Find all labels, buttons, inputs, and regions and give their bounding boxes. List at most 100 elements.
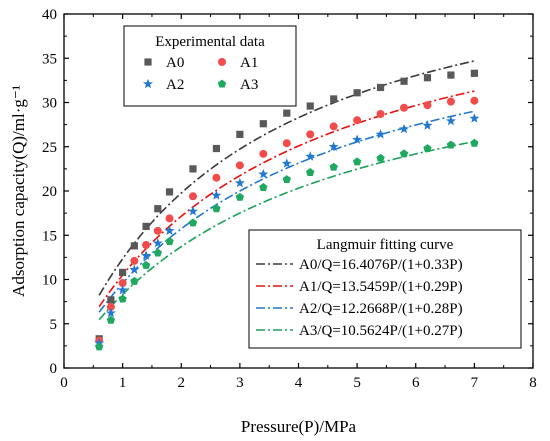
data-point-a2 xyxy=(105,307,116,318)
axes: 0 1 2 3 4 5 6 7 8 0 5 10 15 20 25 30 35 40 xyxy=(42,7,537,391)
legend-label-a2: A2 xyxy=(166,77,184,93)
data-point-a0 xyxy=(165,188,174,196)
data-point-a0 xyxy=(259,120,267,128)
data-point-a3 xyxy=(118,294,127,303)
data-point-a0 xyxy=(142,222,150,230)
data-point-a0 xyxy=(119,268,127,277)
data-markers xyxy=(94,69,480,351)
data-point-a2 xyxy=(234,177,245,188)
data-point-a1 xyxy=(423,101,432,110)
x-tick-label: 6 xyxy=(412,375,420,391)
y-tick-label: 10 xyxy=(42,273,57,289)
data-point-a3 xyxy=(141,260,151,269)
data-point-a2 xyxy=(152,238,163,248)
legend-fit-label-2: A2/Q=12.2668P/(1+0.28P) xyxy=(299,301,463,317)
data-point-a3 xyxy=(329,162,338,171)
legend-label-a3: A3 xyxy=(240,77,258,93)
legend-fit-label-1: A1/Q=13.5459P/(1+0.29P) xyxy=(299,279,463,295)
data-point-a0 xyxy=(189,165,197,173)
x-tick-label: 4 xyxy=(295,375,303,391)
data-point-a0 xyxy=(130,242,138,250)
data-point-a1 xyxy=(130,256,139,265)
data-point-a0 xyxy=(400,77,408,85)
data-point-a0 xyxy=(107,296,115,304)
legend-fitting-title: Langmuir fitting curve xyxy=(317,237,454,253)
data-point-a3 xyxy=(212,204,221,213)
data-point-a2 xyxy=(211,190,222,200)
legend-experimental: Experimental data A0 A1 A2 A3 xyxy=(123,25,297,107)
data-point-a2 xyxy=(469,113,480,123)
data-point-a0 xyxy=(330,95,338,103)
y-tick-label: 25 xyxy=(42,140,57,156)
data-point-a2 xyxy=(305,151,316,161)
data-point-a2 xyxy=(141,250,152,260)
data-point-a3 xyxy=(470,138,479,147)
data-point-a3 xyxy=(306,168,315,176)
data-point-a0 xyxy=(423,74,432,82)
data-point-a0 xyxy=(154,205,162,213)
data-point-a0 xyxy=(283,109,291,117)
data-point-a0 xyxy=(353,89,361,97)
data-point-a1 xyxy=(259,149,268,158)
data-point-a2 xyxy=(281,158,292,168)
data-point-a0 xyxy=(236,130,244,138)
data-point-a2 xyxy=(164,225,175,236)
x-tick-label: 5 xyxy=(353,375,361,391)
data-point-a3 xyxy=(106,315,116,324)
y-tick-label: 40 xyxy=(42,7,57,23)
y-tick-label: 35 xyxy=(42,51,57,67)
data-point-a0 xyxy=(447,71,455,79)
data-point-a1 xyxy=(188,192,197,201)
data-point-a2 xyxy=(188,206,198,216)
data-point-a3 xyxy=(423,144,432,153)
data-point-a1 xyxy=(153,226,162,235)
y-tick-label: 0 xyxy=(50,361,58,377)
data-point-a2 xyxy=(422,120,433,130)
data-point-a3 xyxy=(399,149,409,158)
data-point-a1 xyxy=(212,173,221,182)
fit-curve-3 xyxy=(98,140,475,321)
data-point-a3 xyxy=(94,342,104,351)
fit-curve-0 xyxy=(98,60,475,296)
y-tick-label: 15 xyxy=(42,228,57,244)
fitting-curves xyxy=(98,60,475,321)
data-point-a0 xyxy=(470,69,478,77)
data-point-a1 xyxy=(306,130,315,139)
data-point-a1 xyxy=(235,161,244,170)
x-tick-label: 7 xyxy=(471,375,479,391)
x-axis-label: Pressure(P)/MPa xyxy=(241,417,357,436)
legend-fitting-box xyxy=(248,229,522,349)
data-point-a3 xyxy=(446,140,456,149)
y-axis-label: Adsorption capacity(Q)/ml·g⁻¹ xyxy=(9,85,28,297)
data-point-a3 xyxy=(188,218,198,227)
data-point-a3 xyxy=(130,276,139,285)
y-tick-label: 30 xyxy=(42,96,57,112)
data-point-a1 xyxy=(400,103,409,112)
data-point-a2 xyxy=(352,134,363,144)
legend-label-a1: A1 xyxy=(240,55,258,71)
data-point-a3 xyxy=(282,175,291,184)
fit-curve-2 xyxy=(98,110,475,313)
data-point-a3 xyxy=(259,183,268,192)
data-point-a3 xyxy=(165,237,174,245)
data-point-a1 xyxy=(282,139,291,148)
x-tick-label: 0 xyxy=(60,375,68,391)
data-point-a0 xyxy=(376,83,385,92)
data-point-a1 xyxy=(446,97,455,106)
legend-marker-a1 xyxy=(218,58,226,66)
data-point-a1 xyxy=(329,122,338,131)
legend-marker-a2 xyxy=(143,78,153,89)
data-point-a0 xyxy=(306,102,314,110)
y-tick-label: 5 xyxy=(50,317,58,333)
legend-fit-label-0: A0/Q=16.4076P/(1+0.33P) xyxy=(299,257,463,273)
data-point-a2 xyxy=(445,115,456,126)
fit-curve-1 xyxy=(98,90,475,308)
data-point-a2 xyxy=(328,141,339,151)
data-point-a1 xyxy=(118,279,127,288)
x-tick-label: 8 xyxy=(529,375,537,391)
x-tick-label: 1 xyxy=(119,375,127,391)
legend-marker-a3 xyxy=(217,79,227,88)
data-point-a3 xyxy=(153,248,162,257)
data-point-a1 xyxy=(106,302,115,311)
